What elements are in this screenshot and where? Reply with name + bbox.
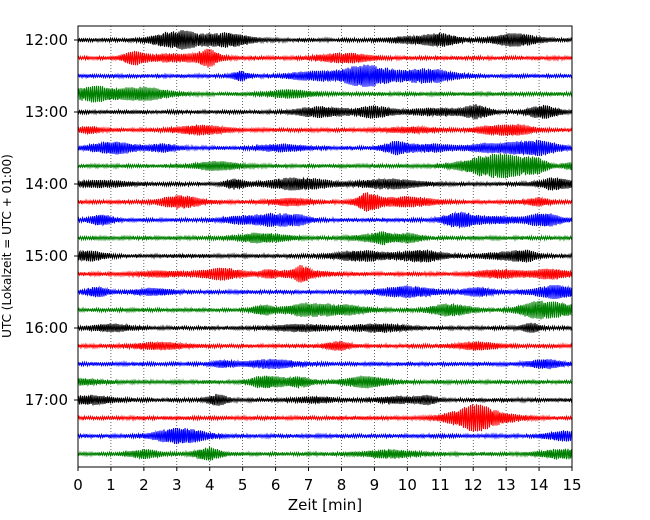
- trace-line: [77, 231, 573, 246]
- x-tick-label: 2: [139, 476, 149, 494]
- trace-line: [77, 447, 573, 461]
- x-tick-label: 11: [431, 476, 450, 494]
- y-tick-label: 17:00: [25, 391, 68, 409]
- trace-line: [77, 104, 573, 120]
- y-tick-label: 12:00: [25, 31, 68, 49]
- y-tick-label: 15:00: [25, 247, 68, 265]
- trace-line: [77, 123, 573, 137]
- trace-line: [77, 375, 573, 389]
- x-tick-label: 1: [106, 476, 116, 494]
- trace-line: [77, 340, 573, 352]
- x-tick-label: 8: [337, 476, 347, 494]
- x-axis-ticks: 0 1 2 3 4 5 6 7 8 9 10 11 12 13 14 15: [73, 467, 582, 494]
- trace-line: [77, 284, 573, 300]
- trace-line: [77, 249, 573, 263]
- y-axis-ticks: 12:00 13:00 14:00 15:00 16:00 17:00: [25, 31, 78, 409]
- x-tick-label: 14: [530, 476, 549, 494]
- x-tick-label: 9: [370, 476, 380, 494]
- x-tick-label: 12: [464, 476, 483, 494]
- trace-line: [77, 153, 573, 179]
- y-axis-label: UTC (Lokalzeit = UTC + 01:00): [0, 154, 14, 338]
- y-tick-label: 13:00: [25, 103, 68, 121]
- trace-line: [77, 264, 573, 283]
- trace-line: [77, 30, 573, 50]
- x-tick-label: 4: [205, 476, 215, 494]
- x-tick-label: 0: [73, 476, 83, 494]
- x-tick-label: 3: [172, 476, 182, 494]
- x-tick-label: 5: [238, 476, 248, 494]
- trace-line: [77, 322, 573, 334]
- trace-line: [77, 427, 573, 445]
- y-tick-label: 16:00: [25, 319, 68, 337]
- y-tick-label: 14:00: [25, 175, 68, 193]
- plot-frame: [77, 25, 573, 468]
- x-tick-label: 13: [497, 476, 516, 494]
- trace-line: [77, 176, 573, 191]
- trace-line: [77, 211, 573, 229]
- trace-line: [77, 300, 573, 320]
- trace-line: [77, 139, 573, 157]
- trace-line: [77, 85, 573, 103]
- x-axis-label: Zeit [min]: [288, 496, 362, 514]
- x-tick-label: 15: [562, 476, 581, 494]
- seismogram-traces: [77, 30, 573, 461]
- trace-line: [77, 192, 573, 212]
- trace-line: [77, 404, 573, 432]
- x-tick-label: 7: [304, 476, 314, 494]
- x-tick-label: 6: [271, 476, 281, 494]
- trace-line: [77, 48, 573, 68]
- trace-line: [77, 358, 573, 370]
- x-tick-label: 10: [398, 476, 417, 494]
- trace-line: [77, 393, 573, 406]
- trace-line: [77, 64, 573, 87]
